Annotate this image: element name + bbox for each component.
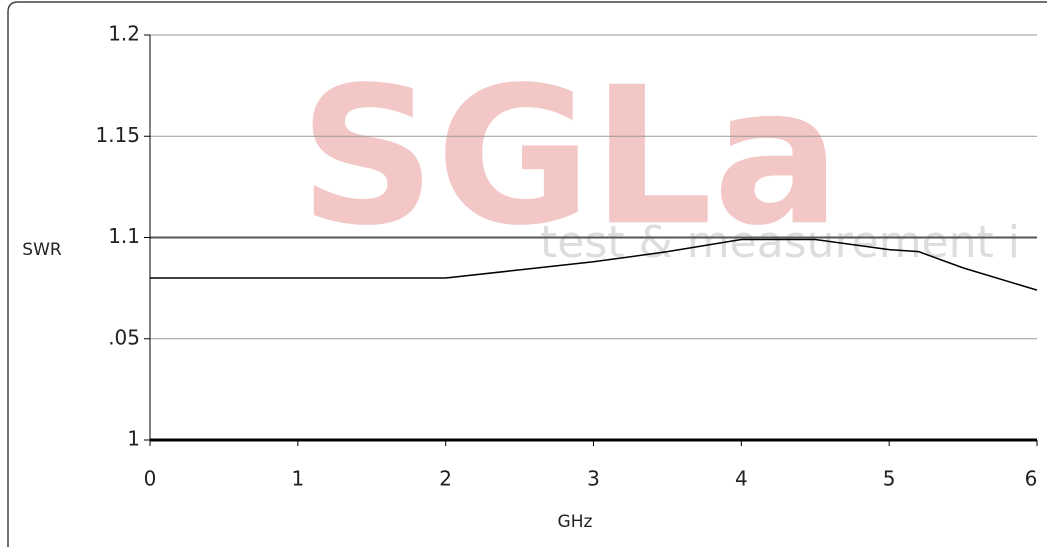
x-tick-label: 5 <box>883 467 896 491</box>
frame <box>7 1 1047 547</box>
line <box>150 238 1038 291</box>
y-tick-label: 1.1 <box>108 224 140 248</box>
watermark-brand: SGLa <box>299 46 841 267</box>
y-tick-label: 1.15 <box>95 123 140 147</box>
x-tick-label: 3 <box>587 467 600 491</box>
y-tick-label: 1.2 <box>108 22 140 46</box>
y-axis-label: SWR <box>22 240 62 260</box>
x-tick-label: 2 <box>439 467 452 491</box>
x-axis-label: GHz <box>558 512 593 532</box>
y-tick-label: .05 <box>108 325 140 349</box>
watermark-tagline: test & measurement i <box>540 217 1020 268</box>
x-tick-label: 4 <box>735 467 748 491</box>
x-tick-label: 0 <box>144 467 157 491</box>
y-tick-label: 1 <box>127 427 140 451</box>
x-tick-label: 1 <box>291 467 304 491</box>
x-tick-label: 6 <box>1025 467 1038 491</box>
